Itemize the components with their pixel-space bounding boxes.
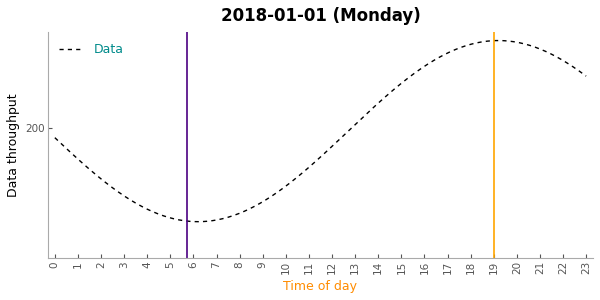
Legend: Data: Data xyxy=(54,38,129,61)
X-axis label: Time of day: Time of day xyxy=(283,280,358,293)
Y-axis label: Data throughput: Data throughput xyxy=(7,94,20,197)
Title: 2018-01-01 (Monday): 2018-01-01 (Monday) xyxy=(221,7,421,25)
